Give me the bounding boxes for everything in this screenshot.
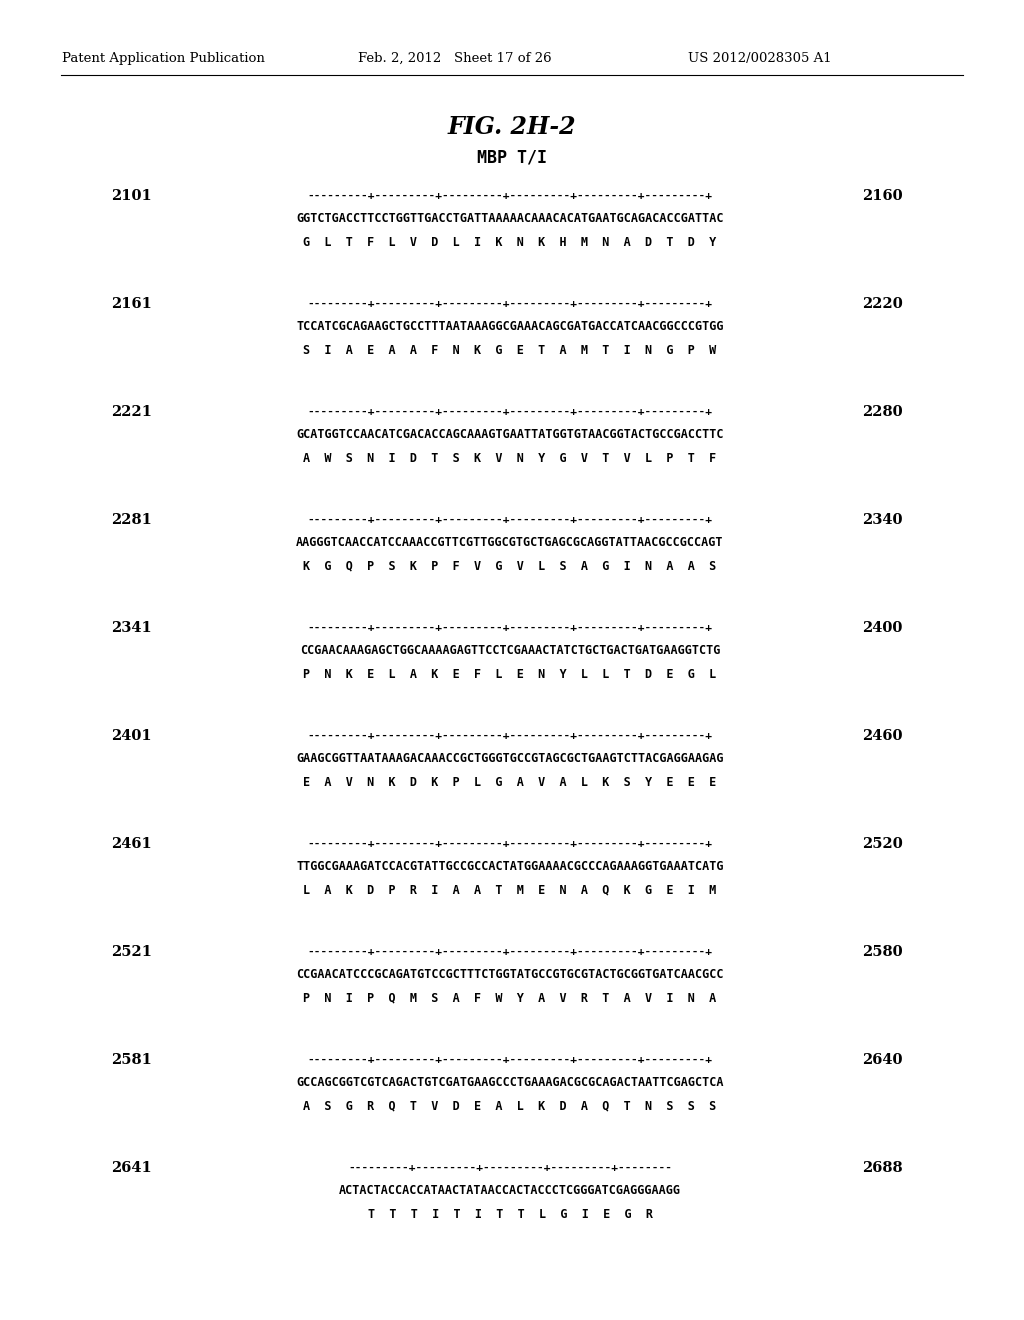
Text: US 2012/0028305 A1: US 2012/0028305 A1 xyxy=(688,51,831,65)
Text: P  N  I  P  Q  M  S  A  F  W  Y  A  V  R  T  A  V  I  N  A: P N I P Q M S A F W Y A V R T A V I N A xyxy=(303,991,717,1005)
Text: L  A  K  D  P  R  I  A  A  T  M  E  N  A  Q  K  G  E  I  M: L A K D P R I A A T M E N A Q K G E I M xyxy=(303,883,717,896)
Text: ACTACTACCACCATAACTATAACCACTACCCTCGGGATCGAGGGAAGG: ACTACTACCACCATAACTATAACCACTACCCTCGGGATCG… xyxy=(339,1184,681,1197)
Text: 2641: 2641 xyxy=(112,1162,152,1175)
Text: Feb. 2, 2012   Sheet 17 of 26: Feb. 2, 2012 Sheet 17 of 26 xyxy=(358,51,552,65)
Text: 2581: 2581 xyxy=(112,1053,152,1067)
Text: E  A  V  N  K  D  K  P  L  G  A  V  A  L  K  S  Y  E  E  E: E A V N K D K P L G A V A L K S Y E E E xyxy=(303,776,717,788)
Text: Patent Application Publication: Patent Application Publication xyxy=(62,51,265,65)
Text: ---------+---------+---------+---------+---------+---------+: ---------+---------+---------+---------+… xyxy=(307,191,713,201)
Text: FIG. 2H-2: FIG. 2H-2 xyxy=(447,115,577,139)
Text: ---------+---------+---------+---------+---------+---------+: ---------+---------+---------+---------+… xyxy=(307,623,713,634)
Text: GCATGGTCCAACATCGACACCAGCAAAGTGAATTATGGTGTAACGGTACTGCCGACCTTC: GCATGGTCCAACATCGACACCAGCAAAGTGAATTATGGTG… xyxy=(296,429,724,441)
Text: K  G  Q  P  S  K  P  F  V  G  V  L  S  A  G  I  N  A  A  S: K G Q P S K P F V G V L S A G I N A A S xyxy=(303,560,717,573)
Text: G  L  T  F  L  V  D  L  I  K  N  K  H  M  N  A  D  T  D  Y: G L T F L V D L I K N K H M N A D T D Y xyxy=(303,235,717,248)
Text: 2161: 2161 xyxy=(112,297,152,312)
Text: P  N  K  E  L  A  K  E  F  L  E  N  Y  L  L  T  D  E  G  L: P N K E L A K E F L E N Y L L T D E G L xyxy=(303,668,717,681)
Text: ---------+---------+---------+---------+---------+---------+: ---------+---------+---------+---------+… xyxy=(307,407,713,417)
Text: TTGGCGAAAGATCCACGTATTGCCGCCACTATGGAAAACGCCCAGAAAGGTGAAATCATG: TTGGCGAAAGATCCACGTATTGCCGCCACTATGGAAAACG… xyxy=(296,861,724,874)
Text: 2460: 2460 xyxy=(862,729,902,743)
Text: GAAGCGGTTAATAAAGACAAACCGCTGGGTGCCGTAGCGCTGAAGTCTTACGAGGAAGAG: GAAGCGGTTAATAAAGACAAACCGCTGGGTGCCGTAGCGC… xyxy=(296,752,724,766)
Text: ---------+---------+---------+---------+---------+---------+: ---------+---------+---------+---------+… xyxy=(307,731,713,741)
Text: GCCAGCGGTCGTCAGACTGTCGATGAAGCCCTGAAAGACGCGCAGACTAATTCGAGCTCA: GCCAGCGGTCGTCAGACTGTCGATGAAGCCCTGAAAGACG… xyxy=(296,1077,724,1089)
Text: 2400: 2400 xyxy=(862,620,902,635)
Text: ---------+---------+---------+---------+---------+---------+: ---------+---------+---------+---------+… xyxy=(307,840,713,849)
Text: MBP T/I: MBP T/I xyxy=(477,148,547,166)
Text: A  W  S  N  I  D  T  S  K  V  N  Y  G  V  T  V  L  P  T  F: A W S N I D T S K V N Y G V T V L P T F xyxy=(303,451,717,465)
Text: 2340: 2340 xyxy=(862,513,902,527)
Text: 2688: 2688 xyxy=(862,1162,902,1175)
Text: CCGAACAAAGAGCTGGCAAAAGAGTTCCTCGAAACTATCTGCTGACTGATGAAGGTCTG: CCGAACAAAGAGCTGGCAAAAGAGTTCCTCGAAACTATCT… xyxy=(300,644,720,657)
Text: 2521: 2521 xyxy=(111,945,152,960)
Text: A  S  G  R  Q  T  V  D  E  A  L  K  D  A  Q  T  N  S  S  S: A S G R Q T V D E A L K D A Q T N S S S xyxy=(303,1100,717,1113)
Text: AAGGGTCAACCATCCAAACCGTTCGTTGGCGTGCTGAGCGCAGGTATTAACGCCGCCAGT: AAGGGTCAACCATCCAAACCGTTCGTTGGCGTGCTGAGCG… xyxy=(296,536,724,549)
Text: ---------+---------+---------+---------+---------+---------+: ---------+---------+---------+---------+… xyxy=(307,1055,713,1065)
Text: 2160: 2160 xyxy=(862,189,902,203)
Text: T  T  T  I  T  I  T  T  L  G  I  E  G  R: T T T I T I T T L G I E G R xyxy=(368,1208,652,1221)
Text: TCCATCGCAGAAGCTGCCTTTAATAAAGGCGAAACAGCGATGACCATCAACGGCCCGTGG: TCCATCGCAGAAGCTGCCTTTAATAAAGGCGAAACAGCGA… xyxy=(296,321,724,334)
Text: 2401: 2401 xyxy=(112,729,152,743)
Text: CCGAACATCCCGCAGATGTCCGCTTTCTGGTATGCCGTGCGTACTGCGGTGATCAACGCC: CCGAACATCCCGCAGATGTCCGCTTTCTGGTATGCCGTGC… xyxy=(296,969,724,982)
Text: 2101: 2101 xyxy=(112,189,152,203)
Text: 2341: 2341 xyxy=(112,620,152,635)
Text: ---------+---------+---------+---------+---------+---------+: ---------+---------+---------+---------+… xyxy=(307,946,713,957)
Text: 2221: 2221 xyxy=(111,405,152,418)
Text: ---------+---------+---------+---------+---------+---------+: ---------+---------+---------+---------+… xyxy=(307,515,713,525)
Text: 2220: 2220 xyxy=(862,297,903,312)
Text: 2520: 2520 xyxy=(862,837,903,851)
Text: ---------+---------+---------+---------+--------: ---------+---------+---------+---------+… xyxy=(348,1163,672,1173)
Text: 2280: 2280 xyxy=(862,405,902,418)
Text: 2580: 2580 xyxy=(862,945,902,960)
Text: 2640: 2640 xyxy=(862,1053,902,1067)
Text: 2281: 2281 xyxy=(112,513,152,527)
Text: S  I  A  E  A  A  F  N  K  G  E  T  A  M  T  I  N  G  P  W: S I A E A A F N K G E T A M T I N G P W xyxy=(303,343,717,356)
Text: GGTCTGACCTTCCTGGTTGACCTGATTAAAAACAAACACATGAATGCAGACACCGATTAC: GGTCTGACCTTCCTGGTTGACCTGATTAAAAACAAACACA… xyxy=(296,213,724,226)
Text: ---------+---------+---------+---------+---------+---------+: ---------+---------+---------+---------+… xyxy=(307,300,713,309)
Text: 2461: 2461 xyxy=(112,837,152,851)
